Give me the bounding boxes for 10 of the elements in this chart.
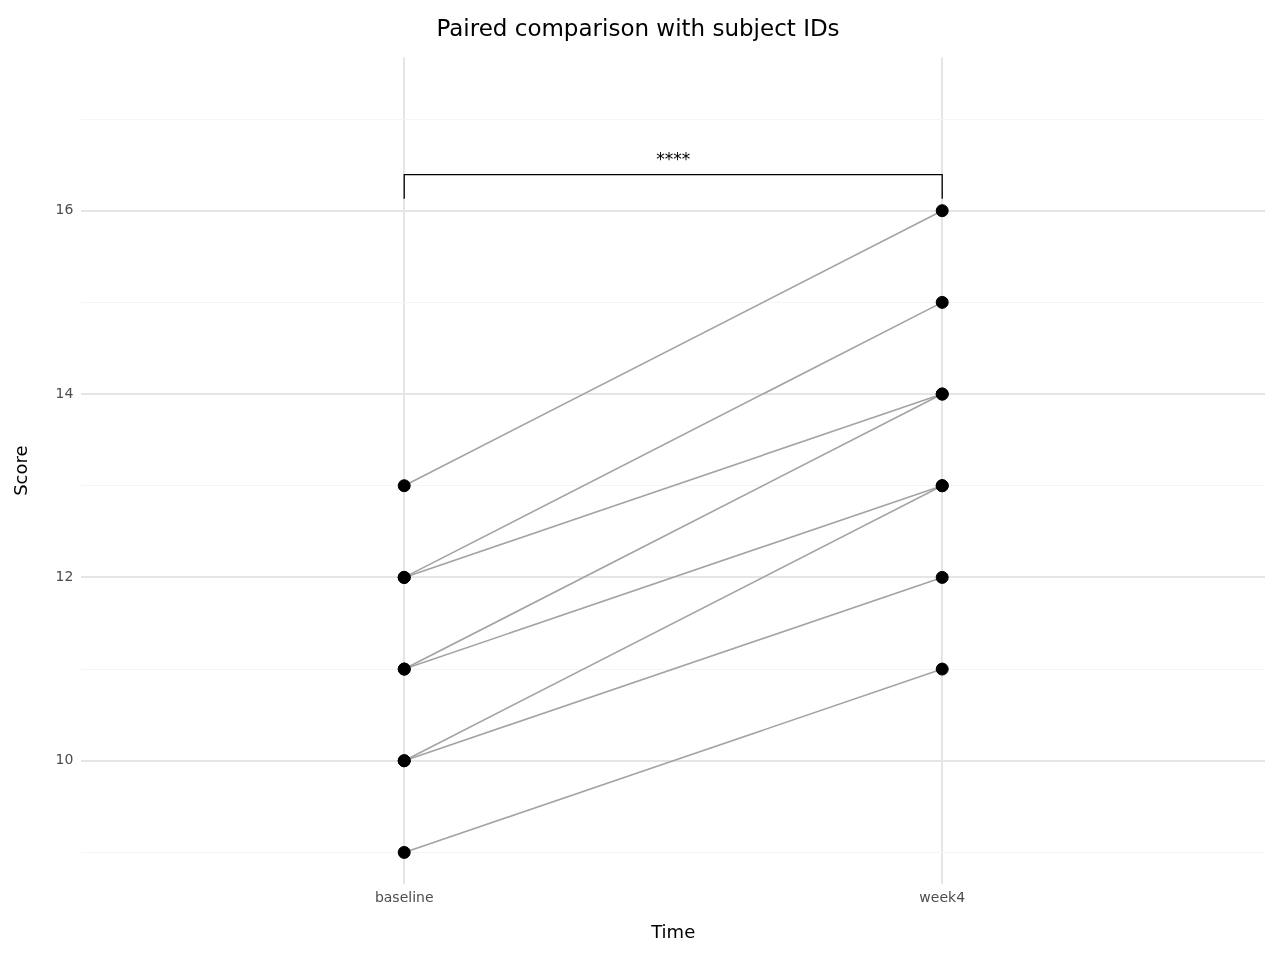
x-axis-title: Time — [650, 920, 696, 942]
x-tick-label: week4 — [919, 888, 966, 905]
annotation: **** — [656, 148, 691, 169]
y-tick-label: 12 — [55, 568, 74, 585]
y-axis-title: Score — [10, 445, 32, 496]
x-tick-label: baseline — [374, 888, 434, 905]
y-tick-label: 16 — [55, 201, 74, 218]
y-tick-label: 10 — [55, 751, 74, 768]
chart-title: Paired comparison with subject IDs — [436, 14, 840, 41]
y-tick-label: 14 — [55, 384, 74, 401]
